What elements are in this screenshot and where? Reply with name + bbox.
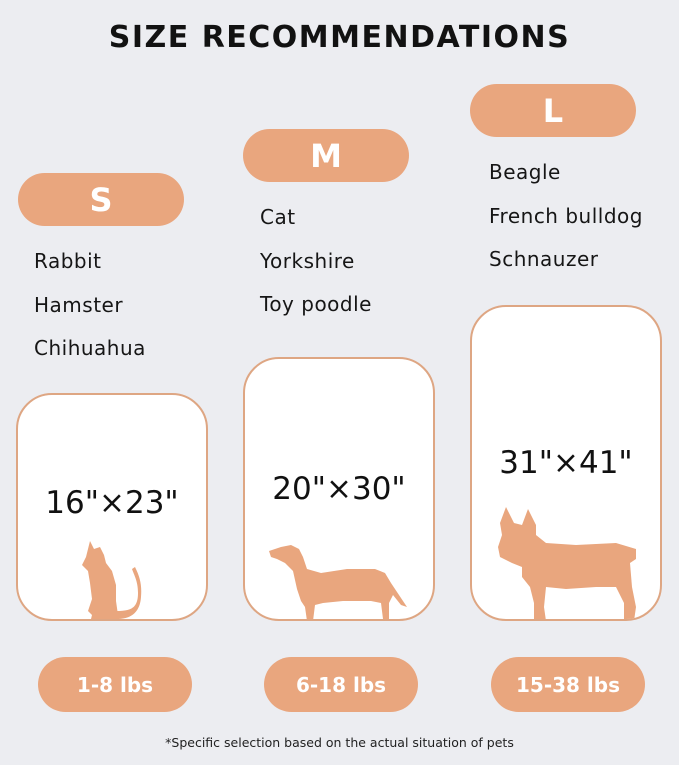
pet-item: Schnauzer xyxy=(489,247,599,271)
pet-item: Chihuahua xyxy=(34,336,146,360)
bed-size-box-s: 16"×23" xyxy=(16,393,208,621)
size-badge-s: S xyxy=(18,173,184,226)
weight-badge-m: 6-18 lbs xyxy=(264,657,418,712)
pet-item: Beagle xyxy=(489,160,561,184)
size-badge-m: M xyxy=(243,129,409,182)
bed-dimensions: 16"×23" xyxy=(45,485,179,521)
pet-item: Rabbit xyxy=(34,249,102,273)
dachshund-silhouette-icon xyxy=(269,545,407,619)
bed-dimensions: 20"×30" xyxy=(272,471,406,507)
footnote: *Specific selection based on the actual … xyxy=(165,735,514,750)
bed-size-box-m: 20"×30" xyxy=(243,357,435,621)
page-title: SIZE RECOMMENDATIONS xyxy=(108,20,571,55)
pet-item: French bulldog xyxy=(489,203,643,228)
weight-badge-s: 1-8 lbs xyxy=(38,657,192,712)
size-badge-l: L xyxy=(470,84,636,137)
pet-list-m: Cat Yorkshire Toy poodle xyxy=(260,196,372,327)
pet-item: Hamster xyxy=(34,292,124,317)
weight-badge-l: 15-38 lbs xyxy=(491,657,645,712)
bed-size-box-l: 31"×41" xyxy=(470,305,662,621)
cat-silhouette-icon xyxy=(82,541,142,619)
pet-item: Yorkshire xyxy=(260,248,355,273)
french-bulldog-silhouette-icon xyxy=(498,507,636,619)
pet-list-l: Beagle French bulldog Schnauzer xyxy=(489,151,643,282)
pet-list-s: Rabbit Hamster Chihuahua xyxy=(34,240,146,371)
pet-item: Toy poodle xyxy=(260,292,372,316)
bed-dimensions: 31"×41" xyxy=(499,445,633,481)
pet-item: Cat xyxy=(260,205,296,229)
